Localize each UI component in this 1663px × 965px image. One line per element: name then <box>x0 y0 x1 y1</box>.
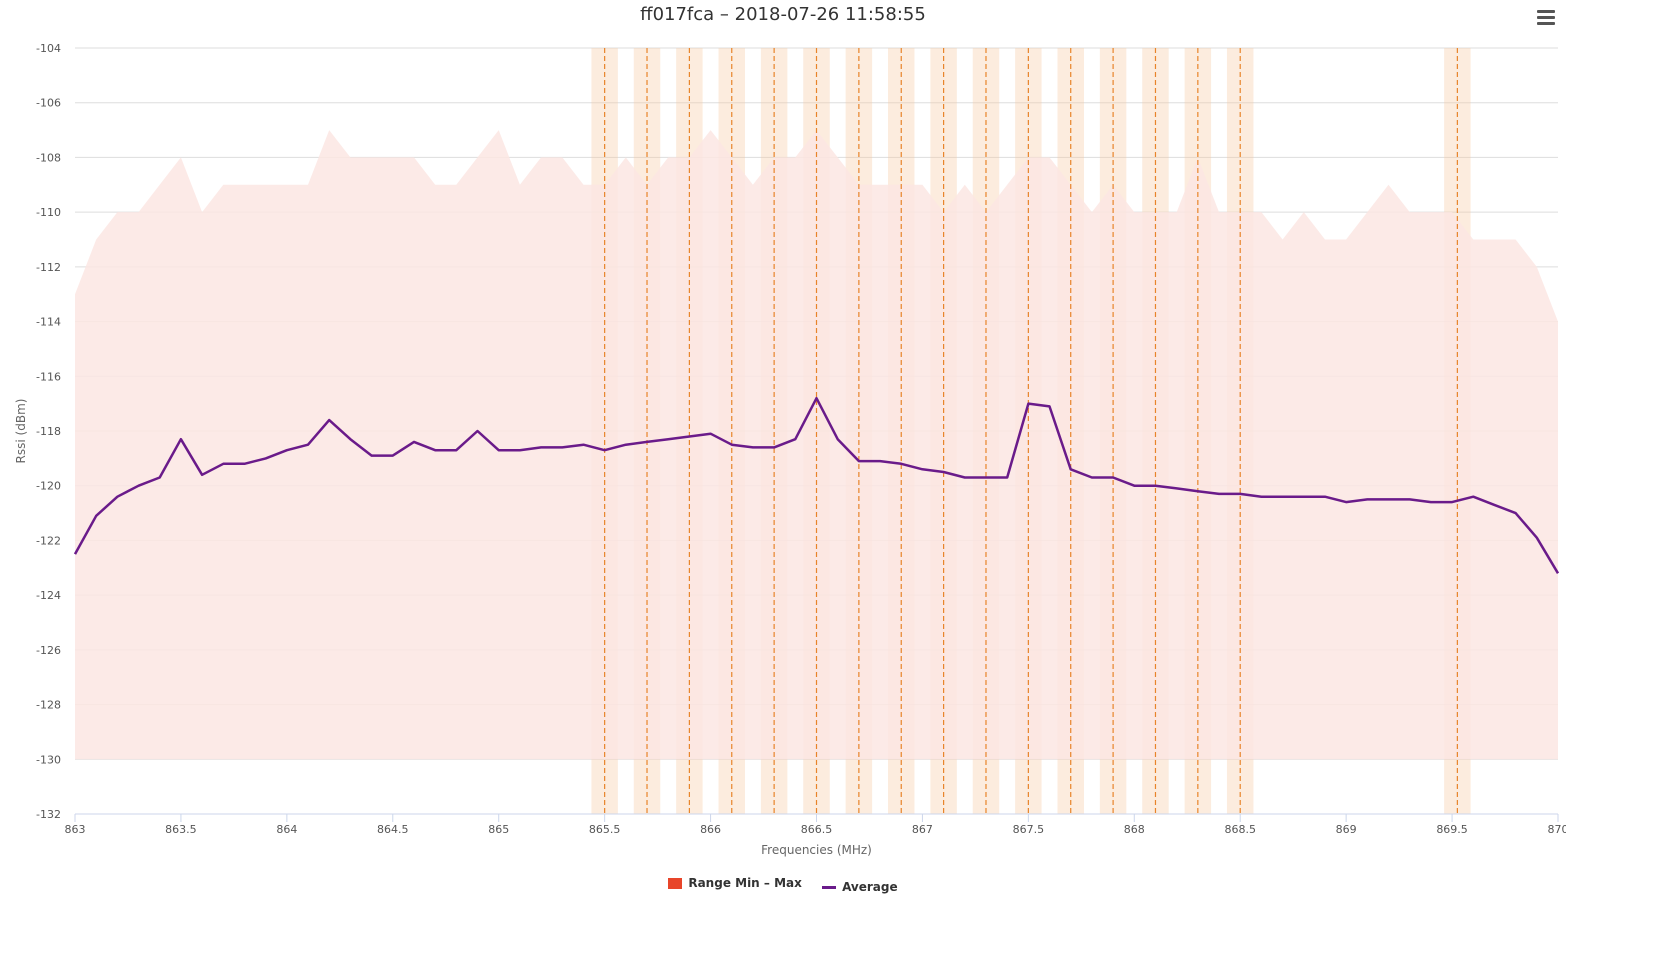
x-tick-label: 868 <box>1124 823 1145 836</box>
average-line[interactable] <box>73 396 1560 574</box>
y-tick-label: -128 <box>36 699 61 712</box>
x-tick-label: 870 <box>1548 823 1567 836</box>
legend: Range Min – Max Average <box>0 876 1566 894</box>
y-tick-label: -120 <box>36 480 61 493</box>
x-tick-label: 863.5 <box>165 823 197 836</box>
x-tick-label: 867 <box>912 823 933 836</box>
x-tick-label: 865.5 <box>589 823 621 836</box>
y-tick-label: -106 <box>36 97 61 110</box>
x-axis-title: Frequencies (MHz) <box>761 843 872 857</box>
hamburger-menu-icon[interactable] <box>1533 8 1559 30</box>
y-tick-label: -108 <box>36 151 61 164</box>
y-axis-title: Rssi (dBm) <box>14 399 28 464</box>
y-tick-label: -124 <box>36 589 61 602</box>
x-tick-label: 865 <box>488 823 509 836</box>
y-tick-label: -132 <box>36 808 61 821</box>
y-tick-label: -118 <box>36 425 61 438</box>
y-axis-ticks: -104 -106 -108 -110 -112 -114 -116 -118 -120 -122… <box>36 42 61 821</box>
chart-title: ff017fca – 2018-07-26 11:58:55 <box>640 4 926 25</box>
legend-swatch-average <box>822 885 837 889</box>
x-tick-label: 869.5 <box>1436 823 1468 836</box>
legend-swatch-range <box>668 877 683 889</box>
y-tick-label: -104 <box>36 42 61 55</box>
x-tick-label: 867.5 <box>1013 823 1045 836</box>
y-tick-label: -116 <box>36 370 61 383</box>
legend-item-average[interactable]: Average <box>822 880 898 894</box>
x-tick-label: 866.5 <box>801 823 833 836</box>
y-tick-label: -110 <box>36 206 61 219</box>
y-tick-label: -114 <box>36 316 61 329</box>
chart-plot: 863 863.5 864 864.5 865 865.5 866 866.5 867 867.5… <box>14 42 1567 857</box>
x-tick-label: 869 <box>1336 823 1357 836</box>
x-tick-label: 863 <box>65 823 86 836</box>
x-tick-label: 864 <box>276 823 297 836</box>
x-axis-ticks: 863 863.5 864 864.5 865 865.5 866 866.5 867 867.5… <box>65 814 1567 836</box>
x-tick-label: 864.5 <box>377 823 409 836</box>
legend-label-range: Range Min – Max <box>688 876 802 890</box>
y-tick-label: -130 <box>36 753 61 766</box>
x-tick-label: 868.5 <box>1224 823 1256 836</box>
legend-label-average: Average <box>842 880 898 894</box>
legend-item-range[interactable]: Range Min – Max <box>668 876 802 890</box>
x-tick-label: 866 <box>700 823 721 836</box>
y-tick-label: -112 <box>36 261 61 274</box>
y-tick-label: -122 <box>36 534 61 547</box>
y-tick-label: -126 <box>36 644 61 657</box>
